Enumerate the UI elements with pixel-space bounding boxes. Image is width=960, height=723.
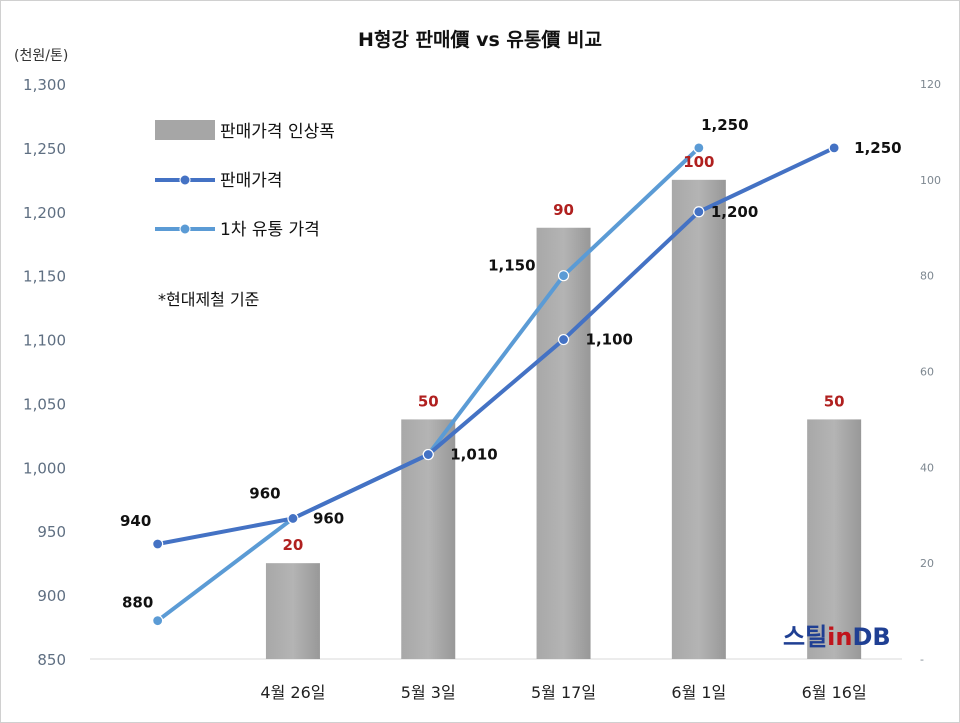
series-point	[557, 333, 570, 346]
right-tick-label: 60	[920, 366, 934, 379]
dist-price-label: 1,250	[701, 116, 748, 134]
series-line	[157, 146, 836, 546]
bar	[671, 179, 726, 660]
left-tick-label: 1,050	[23, 395, 66, 413]
category-label: 6월 1일	[671, 683, 726, 702]
bar-value-label: 20	[283, 536, 304, 554]
line-series	[152, 142, 840, 627]
right-tick-label: 40	[920, 461, 934, 474]
sale-price-label: 960	[249, 484, 280, 502]
x-axis: 4월 26일 5월 3일 5월 17일 6월 1일 6월 16일	[260, 683, 866, 702]
category-label: 6월 16일	[802, 683, 867, 702]
dist-price-label: 960	[313, 509, 344, 527]
sale-price-label: 1,100	[586, 331, 633, 349]
legend-label-increase: 판매가격 인상폭	[220, 122, 335, 142]
series-point	[693, 142, 705, 154]
series-point	[422, 448, 434, 461]
logo-text-part1: 스틸	[783, 623, 827, 651]
svg-text:스틸inDB: 스틸inDB	[783, 623, 891, 651]
legend: 판매가격 인상폭 판매가격 1차 유통 가격	[155, 120, 335, 240]
left-axis: 850 900 950 1,000 1,050 1,100 1,150 1,200 1,250 1…	[23, 76, 66, 669]
chart-title: H형강 판매價 vs 유통價 비교	[358, 28, 602, 51]
series-point	[152, 615, 164, 627]
category-label: 5월 3일	[401, 683, 456, 702]
right-tick-label: -	[920, 653, 924, 666]
footnote: *현대제철 기준	[158, 290, 259, 309]
series-point	[557, 270, 570, 282]
legend-marker-dist-price	[179, 223, 191, 235]
category-label: 4월 26일	[260, 683, 325, 702]
bar-value-label: 90	[553, 201, 574, 219]
left-tick-label: 850	[37, 651, 66, 669]
legend-swatch-bar	[155, 120, 215, 140]
right-axis: - 20 40 60 80 100 120	[920, 78, 941, 666]
series-point	[693, 206, 705, 218]
sale-price-label: 1,200	[711, 203, 758, 221]
left-tick-label: 1,100	[23, 332, 66, 350]
bar-value-label: 100	[683, 153, 714, 171]
y-axis-unit-label: (천원/톤)	[14, 48, 68, 64]
left-tick-label: 900	[37, 587, 66, 605]
left-tick-label: 1,300	[23, 76, 66, 94]
sale-price-label: 940	[120, 512, 151, 530]
left-tick-label: 1,000	[23, 459, 66, 477]
legend-label-sale-price: 판매가격	[220, 171, 283, 191]
left-tick-label: 1,200	[23, 204, 66, 222]
bar-series	[265, 179, 862, 660]
dist-price-label: 1,150	[488, 257, 535, 275]
series-point	[828, 142, 840, 154]
legend-marker-sale-price	[179, 174, 191, 186]
sale-price-label: 1,250	[854, 139, 901, 157]
bar-value-label: 50	[418, 392, 439, 410]
right-tick-label: 100	[920, 174, 941, 187]
left-tick-label: 1,250	[23, 140, 66, 158]
bar	[265, 563, 320, 659]
right-tick-label: 80	[920, 270, 934, 283]
legend-label-dist-price: 1차 유통 가격	[220, 220, 320, 240]
series-point	[152, 538, 164, 550]
right-tick-label: 20	[920, 557, 934, 570]
left-tick-label: 950	[37, 523, 66, 541]
logo-text-part3: DB	[852, 623, 890, 651]
dist-price-label: 880	[122, 594, 153, 612]
series-point	[287, 512, 299, 525]
bar	[807, 419, 862, 659]
bar	[536, 227, 591, 659]
bar-value-label: 50	[824, 392, 845, 410]
watermark-logo: 스틸inDB	[783, 623, 891, 651]
right-tick-label: 120	[920, 78, 941, 91]
sale-price-label: 1,010	[450, 446, 497, 464]
left-tick-label: 1,150	[23, 268, 66, 286]
data-labels: 20 50 90 100 50 940 960 1,010 1,100 1,200 1,250 880…	[120, 116, 902, 612]
category-label: 5월 17일	[531, 683, 596, 702]
logo-text-part2: in	[827, 623, 852, 651]
